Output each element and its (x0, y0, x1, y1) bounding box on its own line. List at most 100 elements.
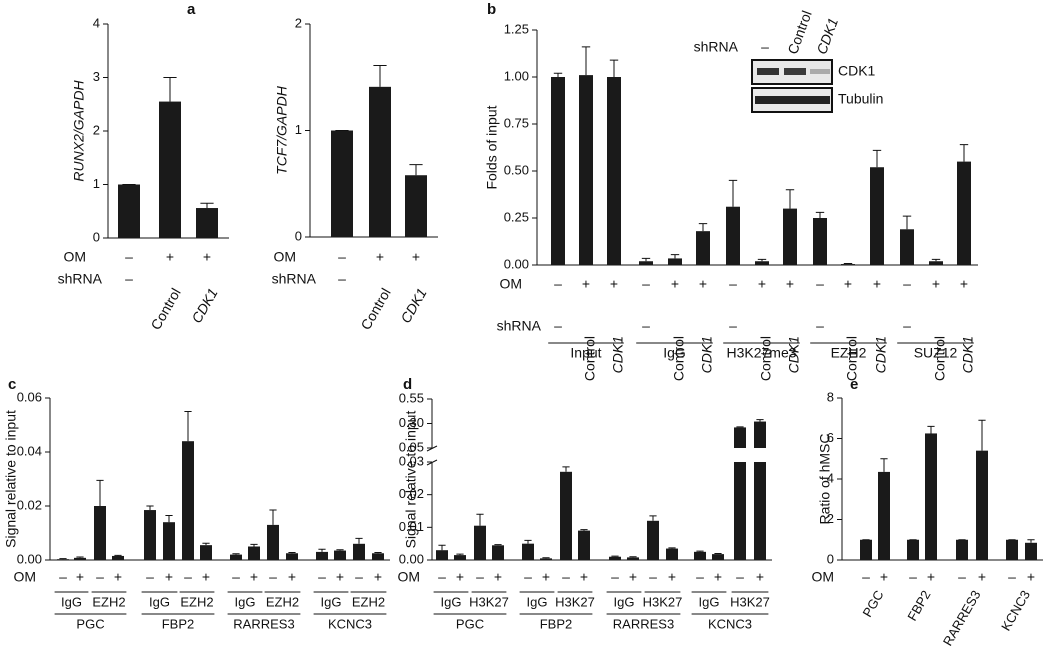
om-sign: + (165, 569, 173, 585)
error-bar (927, 425, 935, 434)
error-bar (696, 550, 704, 552)
groups-label: RARRES3 (233, 616, 294, 631)
bar (813, 218, 827, 265)
bar (118, 184, 140, 238)
bar (112, 555, 124, 560)
bar (74, 557, 86, 560)
bar (159, 101, 181, 238)
y-tick-label: 1 (295, 122, 302, 137)
error-bar (562, 466, 570, 472)
y-tick-label: 0.50 (504, 162, 529, 177)
y-tick-label: 1.00 (504, 68, 529, 83)
error-bar (374, 551, 382, 554)
om-sign: + (166, 249, 174, 265)
om-sign: – (524, 569, 532, 585)
error-bar (611, 555, 619, 557)
om-label: OM (63, 249, 86, 265)
error-bar (146, 505, 154, 511)
error-bar (76, 556, 84, 558)
subgroups-label: H3K27 (730, 594, 770, 609)
om-sign: + (671, 276, 679, 292)
y-tick-label: 0.05 (399, 439, 424, 454)
bar (734, 427, 746, 448)
subgroups-label: IgG (699, 594, 720, 609)
om-sign: – (269, 569, 277, 585)
om-sign: + (699, 276, 707, 292)
shrna-label: Control (758, 336, 774, 381)
om-sign: + (288, 569, 296, 585)
om-sign: + (927, 569, 935, 585)
om-sign: – (649, 569, 657, 585)
y-tick-label: 0 (93, 229, 100, 244)
om-sign: + (374, 569, 382, 585)
om-sign: – (816, 276, 824, 292)
bar (94, 506, 106, 560)
bar (841, 264, 855, 265)
subgroups-label: IgG (61, 594, 82, 609)
group-label: RARRES3 (940, 588, 984, 646)
subgroups-label: H3K27 (643, 594, 683, 609)
y-tick-label: 0.04 (17, 443, 42, 458)
om-sign: + (960, 276, 968, 292)
bar (522, 543, 534, 560)
error-bar (649, 515, 657, 521)
error-bar (542, 557, 550, 559)
shrna-label: – (903, 318, 911, 334)
error-bar (553, 72, 563, 77)
shrna-label: – (816, 318, 824, 334)
error-bar (843, 262, 853, 265)
om-sign: – (958, 569, 966, 585)
inset-header: shRNA (694, 39, 739, 55)
shrna-label: CDK1 (188, 285, 221, 325)
error-bar (629, 556, 637, 558)
bar (331, 130, 353, 237)
bar (405, 175, 427, 237)
shrna-label: CDK1 (873, 336, 889, 373)
bar (907, 539, 919, 560)
y-tick-label: 0.00 (504, 256, 529, 271)
subgroups-label: H3K27 (469, 594, 509, 609)
bar (57, 559, 69, 560)
bar (696, 231, 710, 265)
error-bar (641, 257, 651, 262)
bar (627, 557, 639, 560)
bar (353, 543, 365, 560)
bar (267, 524, 279, 560)
shrna-row-label: shRNA (58, 271, 103, 287)
error-bar (288, 551, 296, 554)
error-bar (978, 419, 986, 451)
om-sign: – (642, 276, 650, 292)
om-sign: – (611, 569, 619, 585)
bar (578, 530, 590, 560)
error-bar (250, 543, 258, 547)
y-tick-label: 0.55 (399, 390, 424, 405)
om-sign: – (729, 276, 737, 292)
groups-label: H3K27me3 (726, 345, 796, 361)
om-sign: – (736, 569, 744, 585)
om-sign: – (96, 569, 104, 585)
bar (200, 545, 212, 560)
groups-label: FBP2 (540, 616, 573, 631)
y-tick-label: 0.03 (399, 453, 424, 468)
lane-label: Control (784, 8, 814, 56)
y-axis-label: Ratio of hMSC (817, 433, 833, 524)
y-tick-label: 0.02 (399, 486, 424, 501)
y-tick-label: 2 (827, 511, 834, 526)
groups-label: KCNC3 (328, 616, 372, 631)
western-blot (751, 59, 833, 113)
bar (551, 77, 565, 265)
bar (929, 261, 943, 265)
bar (639, 261, 653, 265)
bar (925, 433, 937, 560)
error-bar (476, 513, 484, 526)
om-label: OM (273, 249, 296, 265)
error-bar (96, 479, 104, 506)
groups-label: IgG (663, 345, 686, 361)
y-tick-label: 2 (93, 122, 100, 137)
om-sign: + (456, 569, 464, 585)
bar (666, 548, 678, 560)
error-bar (757, 258, 767, 262)
error-bar (524, 539, 532, 544)
error-bar (355, 537, 363, 544)
om-sign: – (438, 569, 446, 585)
